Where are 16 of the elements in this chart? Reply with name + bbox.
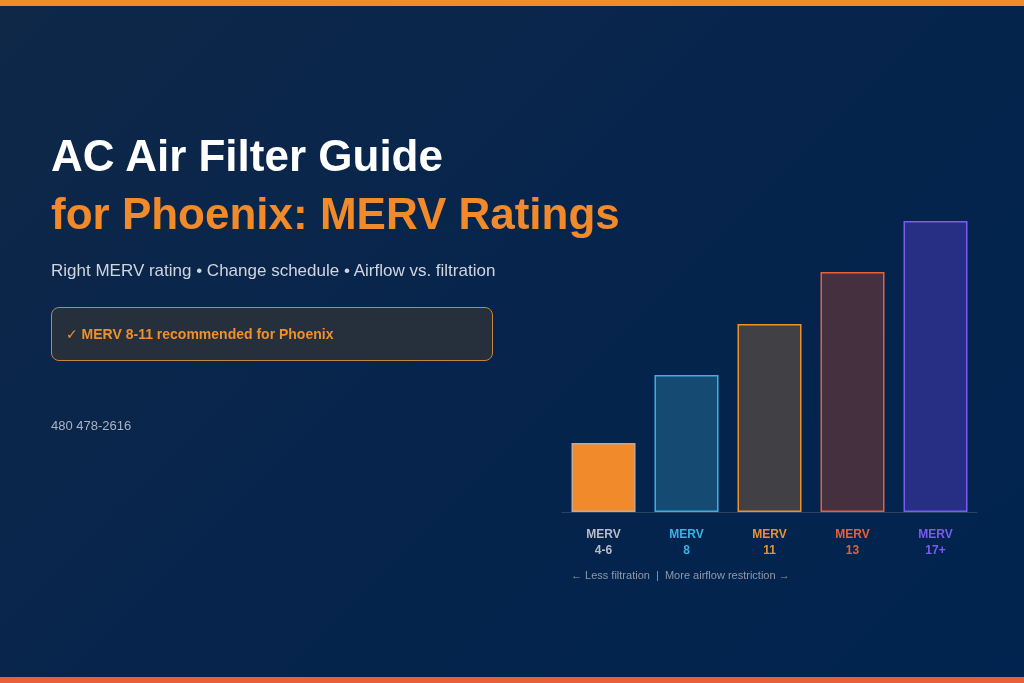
text: ← Less filtration | More airflow restriction → xyxy=(571,569,790,581)
bar xyxy=(903,221,968,512)
x-tick-label: MERV 17+ xyxy=(918,527,953,557)
x-tick-label: MERV 8 xyxy=(669,527,704,557)
chart-title: AC Air Filter Guide xyxy=(51,130,443,182)
bar xyxy=(571,443,636,512)
text: ✓ MERV 8-11 recommended for Phoenix xyxy=(51,307,493,361)
bar xyxy=(820,271,885,512)
x-tick-label: MERV 13 xyxy=(835,527,870,557)
x-tick-label: MERV 11 xyxy=(752,527,787,557)
text: Right MERV rating • Change schedule • Airflow vs. filtration xyxy=(51,261,496,281)
bar xyxy=(737,324,802,512)
x-tick-label: MERV 4-6 xyxy=(586,527,621,557)
text: 480 478-2616 xyxy=(51,418,132,433)
chart-subtitle: for Phoenix: MERV Ratings xyxy=(51,188,620,240)
bar xyxy=(654,374,719,512)
